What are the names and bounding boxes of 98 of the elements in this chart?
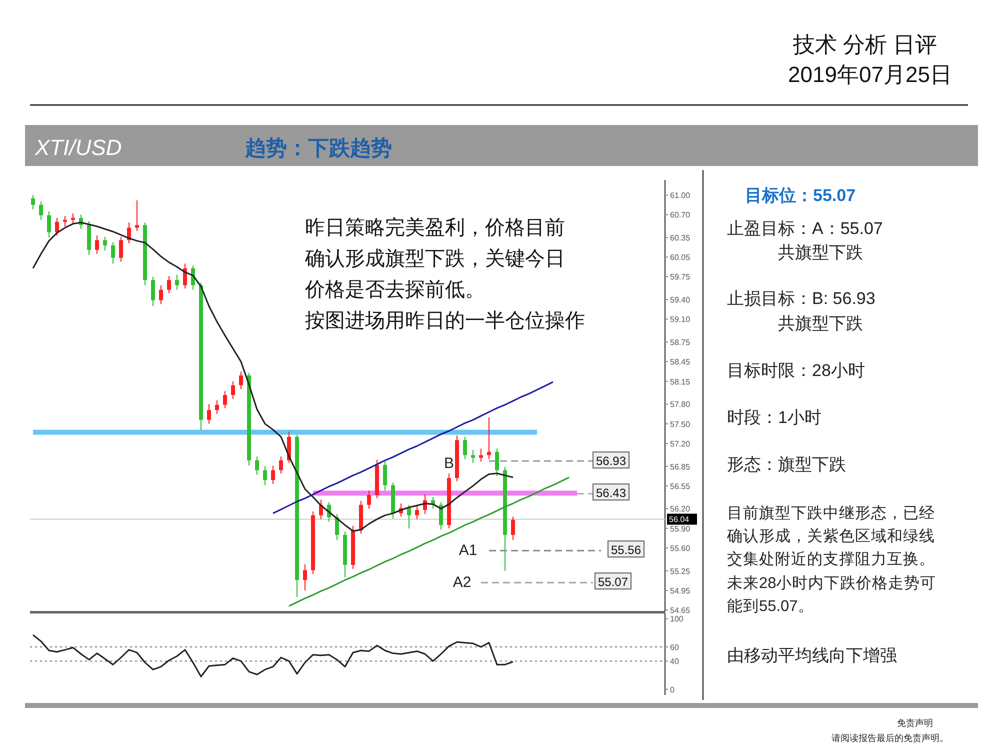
candlestick bbox=[471, 449, 475, 464]
candlestick bbox=[207, 404, 211, 424]
candlestick bbox=[215, 400, 219, 414]
y-tick-label: 54.65 bbox=[670, 606, 691, 616]
y-tick-label: 59.40 bbox=[670, 296, 691, 305]
text: 交集处附近的支撑阻力互换。 bbox=[727, 550, 935, 568]
chart-subtitle: 趋势：下跌趋势 bbox=[244, 137, 392, 160]
candlestick bbox=[151, 276, 155, 307]
candlestick bbox=[367, 490, 371, 510]
candlestick bbox=[255, 456, 259, 476]
text: 共旗型下跌 bbox=[778, 314, 863, 333]
candlestick bbox=[303, 564, 307, 591]
y-tick-label: 60.35 bbox=[670, 234, 691, 243]
text: 免责声明 bbox=[897, 718, 933, 728]
text: 止盈目标：A：55.07 bbox=[727, 219, 883, 238]
y-tick-label: 56.55 bbox=[670, 482, 691, 491]
y-tick-label: 57.50 bbox=[670, 420, 691, 429]
y-tick-label: 59.75 bbox=[670, 272, 691, 282]
candlestick bbox=[271, 465, 275, 484]
chart-title: XTI/USD bbox=[34, 135, 122, 160]
y-tick-label: 56.20 bbox=[670, 504, 691, 514]
candlestick bbox=[111, 242, 115, 264]
y-tick-label: 55.25 bbox=[670, 566, 691, 576]
candlestick bbox=[95, 235, 99, 254]
text: 目标时限：28小时 bbox=[727, 361, 865, 380]
line-series bbox=[288, 476, 570, 607]
candlestick bbox=[103, 236, 107, 252]
y-tick-label: 56.85 bbox=[670, 462, 691, 472]
y-tick-label: 58.75 bbox=[670, 338, 691, 348]
line-series bbox=[32, 634, 514, 678]
line-series bbox=[272, 381, 554, 514]
candlestick bbox=[263, 466, 267, 486]
text: 时段：1小时 bbox=[727, 408, 822, 427]
y-tick-label: 61.00 bbox=[670, 191, 691, 200]
annotation: A1 bbox=[458, 542, 478, 559]
candlestick bbox=[415, 504, 419, 520]
candlestick bbox=[55, 217, 59, 236]
text: 目标位：55.07 bbox=[745, 186, 856, 205]
y-tick-label: 60.70 bbox=[670, 210, 691, 220]
y-tick-label: 100 bbox=[670, 614, 684, 624]
annotation: 价格是否去探前低。 bbox=[304, 279, 485, 301]
text: 请阅读报告最后的免责声明。 bbox=[832, 733, 948, 743]
text: 能到55.07。 bbox=[727, 597, 814, 615]
annotation: 55.07 bbox=[598, 575, 628, 589]
annotation: 56.93 bbox=[596, 454, 626, 468]
annotation: A2 bbox=[452, 574, 472, 591]
text: 技术 分析 日评 bbox=[792, 32, 938, 57]
candlestick bbox=[383, 461, 387, 491]
y-tick-label: 58.45 bbox=[670, 358, 691, 367]
candlestick bbox=[31, 194, 35, 210]
candlestick bbox=[167, 276, 171, 294]
annotation: 按图进场用昨日的一半仓位操作 bbox=[305, 310, 585, 332]
annotation: 昨日策略完美盈利，价格目前 bbox=[305, 216, 565, 239]
candlestick bbox=[335, 513, 339, 541]
y-tick-label: 57.80 bbox=[670, 400, 691, 410]
text: 目前旗型下跌中继形态，已经 bbox=[727, 504, 935, 522]
candlestick bbox=[223, 390, 227, 409]
annotation: 56.43 bbox=[596, 486, 626, 500]
ref-line-label: 56.04 bbox=[669, 515, 690, 524]
candlestick bbox=[495, 448, 499, 477]
y-tick-label: 40 bbox=[670, 657, 680, 666]
y-tick-label: 60 bbox=[670, 642, 680, 652]
candlestick bbox=[511, 516, 515, 541]
y-tick-label: 57.20 bbox=[670, 439, 691, 448]
candlestick bbox=[479, 448, 483, 462]
candlestick bbox=[463, 436, 467, 460]
text: 未来28小时内下跌价格走势可 bbox=[727, 574, 936, 592]
y-tick-label: 59.10 bbox=[670, 315, 691, 324]
annotation: 确认形成旗型下跌，关键今日 bbox=[304, 248, 565, 270]
candlestick bbox=[407, 504, 411, 529]
candlestick bbox=[39, 201, 43, 220]
candlestick bbox=[487, 416, 491, 460]
text: 2019年07月25日 bbox=[788, 62, 952, 87]
candlestick bbox=[159, 284, 163, 305]
y-tick-label: 0 bbox=[670, 685, 675, 694]
text: 由移动平均线向下增强 bbox=[727, 646, 897, 665]
text: 共旗型下跌 bbox=[778, 243, 863, 262]
text: 止损目标：B: 56.93 bbox=[727, 289, 876, 308]
candlestick bbox=[279, 456, 283, 474]
annotation: 55.56 bbox=[610, 543, 642, 557]
y-tick-label: 54.95 bbox=[670, 586, 691, 596]
candlestick bbox=[63, 215, 67, 227]
annotation: B bbox=[444, 455, 454, 472]
candlestick bbox=[47, 210, 51, 238]
text: 确认形成，关紫色区域和绿线 bbox=[726, 527, 935, 545]
candlestick bbox=[135, 200, 139, 232]
candlestick bbox=[71, 212, 75, 224]
text: 形态：旗型下跌 bbox=[727, 455, 846, 474]
candlestick bbox=[119, 236, 123, 262]
candlestick bbox=[175, 274, 179, 290]
candlestick bbox=[183, 263, 187, 289]
candlestick bbox=[231, 380, 235, 400]
candlestick bbox=[439, 502, 443, 530]
y-tick-label: 55.60 bbox=[670, 544, 691, 553]
y-tick-label: 60.05 bbox=[670, 253, 691, 262]
candlestick bbox=[239, 370, 243, 390]
y-tick-label: 55.90 bbox=[670, 524, 691, 534]
y-tick-label: 58.15 bbox=[670, 377, 691, 386]
